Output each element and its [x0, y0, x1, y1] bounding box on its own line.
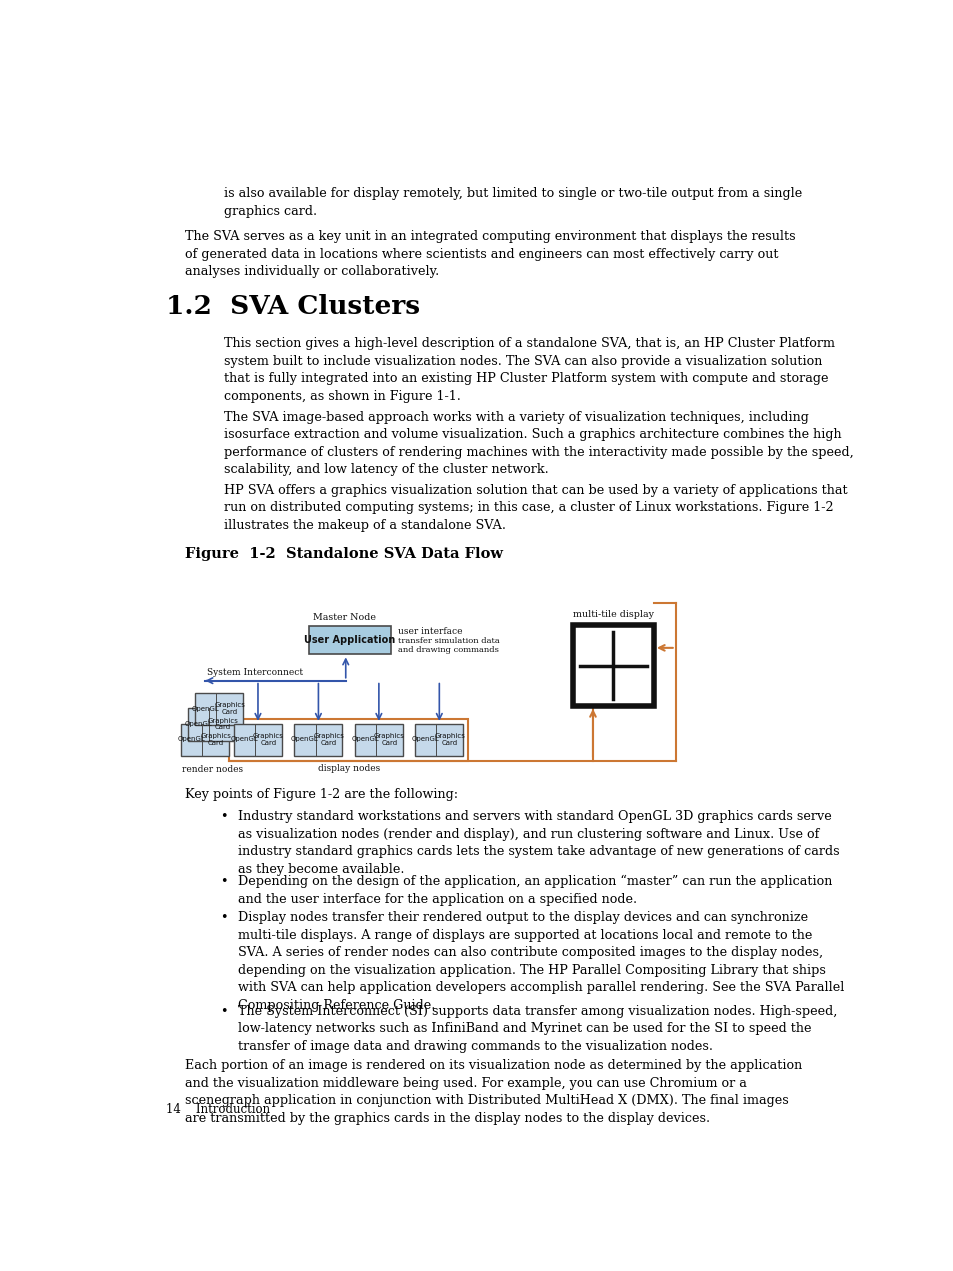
- Text: System Interconnect: System Interconnect: [207, 667, 303, 677]
- Text: Figure  1-2  Standalone SVA Data Flow: Figure 1-2 Standalone SVA Data Flow: [185, 548, 502, 562]
- Text: OpenGL: OpenGL: [192, 705, 219, 712]
- Bar: [233, 723, 282, 756]
- Bar: [195, 693, 243, 726]
- Text: •: •: [220, 1004, 227, 1018]
- Text: OpenGL: OpenGL: [412, 736, 439, 742]
- Text: Depending on the design of the application, an application “master” can run the : Depending on the design of the applicati…: [237, 876, 831, 906]
- Text: •: •: [220, 911, 227, 924]
- Text: multi-tile display: multi-tile display: [572, 610, 653, 619]
- Text: OpenGL: OpenGL: [185, 721, 213, 727]
- Text: HP SVA offers a graphics visualization solution that can be used by a variety of: HP SVA offers a graphics visualization s…: [224, 484, 846, 531]
- Bar: [572, 625, 654, 707]
- Text: •: •: [220, 811, 227, 824]
- Text: OpenGL: OpenGL: [231, 736, 258, 742]
- Text: Display nodes transfer their rendered output to the display devices and can sync: Display nodes transfer their rendered ou…: [237, 911, 843, 1012]
- Text: Graphics
Card: Graphics Card: [214, 703, 245, 714]
- Text: Graphics
Card: Graphics Card: [200, 733, 231, 746]
- Text: 1.2  SVA Clusters: 1.2 SVA Clusters: [166, 294, 419, 319]
- Text: display nodes: display nodes: [317, 764, 379, 773]
- Text: The SVA serves as a key unit in an integrated computing environment that display: The SVA serves as a key unit in an integ…: [185, 230, 795, 278]
- Bar: [355, 723, 402, 756]
- Text: Industry standard workstations and servers with standard OpenGL 3D graphics card: Industry standard workstations and serve…: [237, 811, 839, 876]
- Text: Graphics
Card: Graphics Card: [314, 733, 344, 746]
- Text: Graphics
Card: Graphics Card: [253, 733, 284, 746]
- Text: Key points of Figure 1-2 are the following:: Key points of Figure 1-2 are the followi…: [185, 788, 457, 802]
- Text: Master Node: Master Node: [313, 613, 375, 622]
- Text: This section gives a high-level description of a standalone SVA, that is, an HP : This section gives a high-level descript…: [224, 337, 834, 403]
- Text: OpenGL: OpenGL: [178, 736, 206, 742]
- Text: The System Interconnect (SI) supports data transfer among visualization nodes. H: The System Interconnect (SI) supports da…: [237, 1004, 837, 1052]
- Bar: [229, 719, 468, 761]
- Text: User Application: User Application: [304, 636, 395, 646]
- Bar: [309, 627, 390, 655]
- Text: Each portion of an image is rendered on its visualization node as determined by : Each portion of an image is rendered on …: [185, 1059, 801, 1125]
- Text: Graphics
Card: Graphics Card: [374, 733, 404, 746]
- Bar: [188, 708, 236, 741]
- Text: transfer simulation data
and drawing commands: transfer simulation data and drawing com…: [397, 637, 499, 655]
- Text: Graphics
Card: Graphics Card: [207, 718, 238, 730]
- Text: render nodes: render nodes: [181, 765, 243, 774]
- Text: •: •: [220, 876, 227, 888]
- Text: OpenGL: OpenGL: [291, 736, 318, 742]
- Bar: [415, 723, 463, 756]
- Text: is also available for display remotely, but limited to single or two-tile output: is also available for display remotely, …: [224, 187, 801, 217]
- Bar: [181, 723, 229, 756]
- Text: The SVA image-based approach works with a variety of visualization techniques, i: The SVA image-based approach works with …: [224, 411, 853, 477]
- Text: OpenGL: OpenGL: [351, 736, 379, 742]
- Text: user interface: user interface: [397, 627, 462, 636]
- Text: Graphics
Card: Graphics Card: [434, 733, 465, 746]
- Bar: [294, 723, 342, 756]
- Text: 14    Introduction: 14 Introduction: [166, 1103, 270, 1116]
